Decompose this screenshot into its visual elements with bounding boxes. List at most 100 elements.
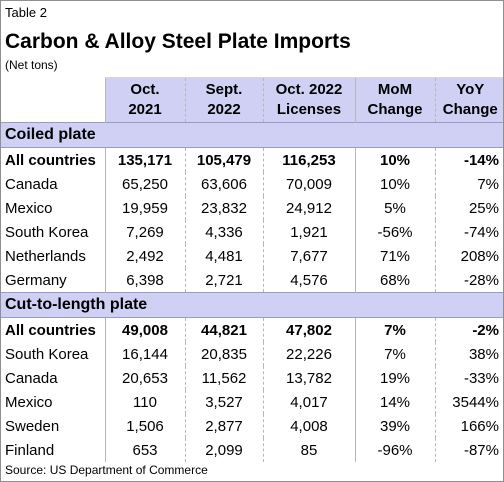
yoy-change-cell: 3544%: [434, 390, 503, 414]
mom-change-cell: 10%: [354, 147, 435, 172]
yoy-change-cell: -87%: [434, 438, 503, 462]
sept-2022-cell: 20,835: [184, 342, 263, 366]
mom-change-cell: -56%: [354, 220, 435, 244]
yoy-change-cell: 38%: [434, 342, 503, 366]
oct-2022-licenses-cell: 4,017: [262, 390, 355, 414]
source-note: Source: US Department of Commerce: [5, 463, 208, 477]
mom-change-cell: 68%: [354, 268, 435, 293]
sept-2022-cell: 23,832: [184, 196, 263, 220]
table-row: Finland 653 2,099 85 -96% -87%: [1, 438, 503, 462]
oct-2021-cell: 2,492: [104, 244, 185, 268]
sept-2022-cell: 2,099: [184, 438, 263, 462]
country-cell: Finland: [5, 441, 55, 459]
header-cell-country: [1, 77, 105, 123]
country-cell: South Korea: [5, 345, 89, 363]
mom-change-cell: -96%: [354, 438, 435, 462]
header-row: Oct. 2021 Sept. 2022 Oct. 2022 Licenses …: [1, 77, 503, 123]
country-cell: All countries: [5, 151, 96, 169]
mom-change-cell: 39%: [354, 414, 435, 438]
sept-2022-cell: 2,721: [184, 268, 263, 293]
oct-2022-licenses-cell: 116,253: [262, 147, 355, 172]
yoy-change-cell: 166%: [434, 414, 503, 438]
sept-2022-cell: 4,481: [184, 244, 263, 268]
country-cell: All countries: [5, 321, 96, 339]
country-cell: Canada: [5, 175, 58, 193]
sept-2022-cell: 105,479: [184, 147, 263, 172]
table-row: Canada 65,250 63,606 70,009 10% 7%: [1, 172, 503, 196]
section-title: Cut-to-length plate: [1, 292, 503, 318]
mom-change-cell: 71%: [354, 244, 435, 268]
yoy-change-cell: 7%: [434, 172, 503, 196]
total-row: All countries 135,171 105,479 116,253 10% -14…: [1, 147, 503, 172]
oct-2022-licenses-cell: 4,008: [262, 414, 355, 438]
yoy-change-cell: -2%: [434, 317, 503, 342]
total-row: All countries 49,008 44,821 47,802 7% -2%: [1, 317, 503, 342]
oct-2022-licenses-cell: 85: [262, 438, 355, 462]
header-cell-oct-2021: Oct. 2021: [104, 77, 185, 123]
oct-2022-licenses-cell: 13,782: [262, 366, 355, 390]
oct-2021-cell: 20,653: [104, 366, 185, 390]
oct-2021-cell: 653: [104, 438, 185, 462]
oct-2021-cell: 1,506: [104, 414, 185, 438]
oct-2021-cell: 65,250: [104, 172, 185, 196]
header-cell-yoy-change: YoY Change: [434, 77, 503, 123]
sept-2022-cell: 4,336: [184, 220, 263, 244]
table-body: Coiled plate All countries 135,171 105,479 1…: [1, 122, 503, 462]
mom-change-cell: 7%: [354, 317, 435, 342]
mom-change-cell: 10%: [354, 172, 435, 196]
oct-2021-cell: 49,008: [104, 317, 185, 342]
unit-note: (Net tons): [5, 58, 58, 72]
yoy-change-cell: 208%: [434, 244, 503, 268]
oct-2021-cell: 16,144: [104, 342, 185, 366]
sept-2022-cell: 2,877: [184, 414, 263, 438]
sept-2022-cell: 63,606: [184, 172, 263, 196]
country-cell: Canada: [5, 369, 58, 387]
section-header-row: Cut-to-length plate: [1, 292, 503, 318]
imports-table: Oct. 2021 Sept. 2022 Oct. 2022 Licenses …: [1, 77, 503, 462]
table-row: Mexico 110 3,527 4,017 14% 3544%: [1, 390, 503, 414]
table-row: Mexico 19,959 23,832 24,912 5% 25%: [1, 196, 503, 220]
oct-2021-cell: 135,171: [104, 147, 185, 172]
yoy-change-cell: 25%: [434, 196, 503, 220]
oct-2022-licenses-cell: 70,009: [262, 172, 355, 196]
table-row: Netherlands 2,492 4,481 7,677 71% 208%: [1, 244, 503, 268]
mom-change-cell: 7%: [354, 342, 435, 366]
country-cell: Mexico: [5, 393, 53, 411]
mom-change-cell: 19%: [354, 366, 435, 390]
oct-2022-licenses-cell: 47,802: [262, 317, 355, 342]
country-cell: Sweden: [5, 417, 60, 435]
header-cell-sept-2022: Sept. 2022: [184, 77, 263, 123]
oct-2021-cell: 19,959: [104, 196, 185, 220]
header-cell-mom-change: MoM Change: [354, 77, 435, 123]
oct-2021-cell: 110: [104, 390, 185, 414]
mom-change-cell: 5%: [354, 196, 435, 220]
country-cell: South Korea: [5, 223, 89, 241]
header-cell-oct-2022-licenses: Oct. 2022 Licenses: [262, 77, 355, 123]
table-row: South Korea 16,144 20,835 22,226 7% 38%: [1, 342, 503, 366]
oct-2021-cell: 6,398: [104, 268, 185, 293]
table-row: South Korea 7,269 4,336 1,921 -56% -74%: [1, 220, 503, 244]
country-cell: Germany: [5, 271, 67, 289]
oct-2022-licenses-cell: 22,226: [262, 342, 355, 366]
sept-2022-cell: 44,821: [184, 317, 263, 342]
oct-2022-licenses-cell: 4,576: [262, 268, 355, 293]
oct-2022-licenses-cell: 24,912: [262, 196, 355, 220]
table-label: Table 2: [5, 5, 47, 20]
yoy-change-cell: -33%: [434, 366, 503, 390]
yoy-change-cell: -28%: [434, 268, 503, 293]
section-title: Coiled plate: [1, 122, 503, 148]
oct-2022-licenses-cell: 1,921: [262, 220, 355, 244]
sept-2022-cell: 3,527: [184, 390, 263, 414]
sept-2022-cell: 11,562: [184, 366, 263, 390]
yoy-change-cell: -74%: [434, 220, 503, 244]
table-row: Canada 20,653 11,562 13,782 19% -33%: [1, 366, 503, 390]
mom-change-cell: 14%: [354, 390, 435, 414]
yoy-change-cell: -14%: [434, 147, 503, 172]
table-row: Sweden 1,506 2,877 4,008 39% 166%: [1, 414, 503, 438]
section-header-row: Coiled plate: [1, 122, 503, 148]
country-cell: Mexico: [5, 199, 53, 217]
oct-2022-licenses-cell: 7,677: [262, 244, 355, 268]
country-cell: Netherlands: [5, 247, 86, 265]
table-title: Carbon & Alloy Steel Plate Imports: [5, 30, 351, 53]
